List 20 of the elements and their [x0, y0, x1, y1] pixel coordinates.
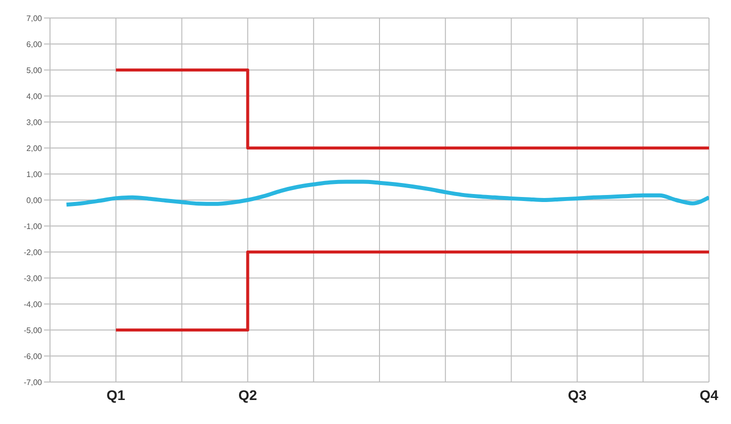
line-series — [64, 180, 709, 207]
x-tick-label: Q3 — [568, 386, 587, 403]
y-tick-label: -3,00 — [24, 274, 43, 283]
y-tick-label: 2,00 — [26, 144, 43, 153]
y-tick-label: 4,00 — [26, 92, 43, 101]
y-tick-label: -4,00 — [24, 300, 43, 309]
y-tick-label: -5,00 — [24, 326, 43, 335]
y-tick-label: -1,00 — [24, 222, 43, 231]
y-tick-label: 5,00 — [26, 66, 43, 75]
y-tick-label: -6,00 — [24, 352, 43, 361]
x-tick-label: Q2 — [238, 386, 258, 403]
y-tick-label: -2,00 — [24, 248, 43, 257]
y-tick-label: 7,00 — [26, 14, 43, 23]
y-tick-label: 0,00 — [26, 196, 43, 205]
x-tick-label: Q4 — [700, 386, 719, 403]
x-tick-label: Q1 — [106, 386, 126, 403]
y-tick-label: -7,00 — [24, 378, 43, 387]
y-tick-label: 1,00 — [26, 170, 43, 179]
y-tick-label: 3,00 — [26, 118, 43, 127]
y-tick-label: 6,00 — [26, 40, 43, 49]
